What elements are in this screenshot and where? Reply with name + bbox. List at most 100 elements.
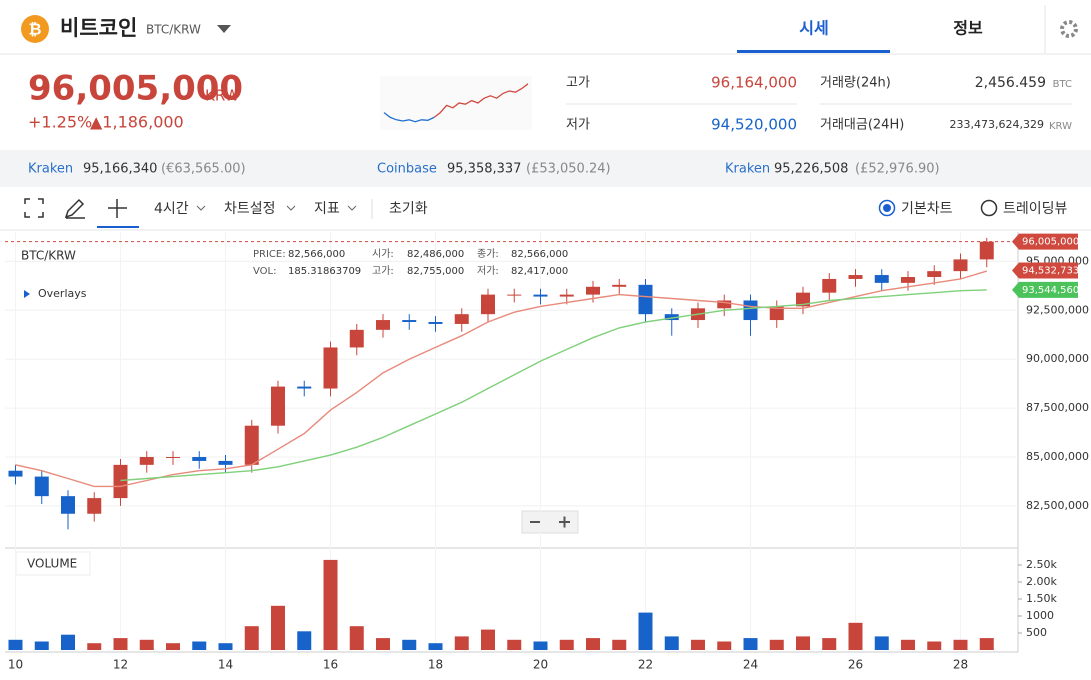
dropdown[interactable] <box>217 25 231 33</box>
volume-bar <box>192 641 207 650</box>
stat-value: 2,456.459 <box>975 75 1046 91</box>
y-tick-label: 82,500,000 <box>1026 499 1089 512</box>
x-tick-label: 12 <box>113 658 128 672</box>
candle-body <box>612 284 627 287</box>
candle-body <box>218 460 233 465</box>
y-tick-label: 92,500,000 <box>1026 303 1089 316</box>
draw-icon[interactable] <box>64 198 85 219</box>
volume-bar <box>244 626 259 650</box>
menu-item[interactable]: 지표 <box>314 201 340 217</box>
stat-label: 거래량(24h) <box>820 76 891 91</box>
chevron <box>347 205 357 211</box>
stat-label: 거래대금(24H) <box>820 118 904 133</box>
overlay-toggle[interactable] <box>24 290 30 298</box>
candle-body <box>34 476 49 497</box>
info-value: 82,566,000 <box>288 249 345 260</box>
zoom-in[interactable] <box>559 516 570 528</box>
volume-bar <box>638 612 653 650</box>
x-tick-label: 18 <box>428 658 443 672</box>
candle-body <box>743 300 758 321</box>
info-label: VOL: <box>253 266 276 277</box>
candle-body <box>874 275 889 283</box>
candle-body <box>796 292 810 307</box>
volume-bar <box>349 626 364 650</box>
y-tick-label: 2.50k <box>1026 558 1057 571</box>
candle-body <box>507 294 522 296</box>
exchange-price: 95,358,337 <box>447 162 521 177</box>
candle-body <box>953 259 968 272</box>
volume-bar <box>218 643 233 650</box>
candle-body <box>8 470 23 477</box>
volume-bar <box>927 641 942 650</box>
reset[interactable]: 초기화 <box>389 201 428 217</box>
volume-bar <box>507 639 522 650</box>
stat-value: 96,164,000 <box>711 74 797 92</box>
volume-bar <box>376 638 390 650</box>
currency: KRW <box>205 87 240 105</box>
crosshair-icon[interactable] <box>108 199 127 218</box>
volume-bar <box>979 638 994 650</box>
exchange-name: Kraken <box>725 162 770 177</box>
tab[interactable]: 시세 <box>799 19 828 38</box>
candle-body <box>402 320 417 323</box>
view-option[interactable]: 기본차트 <box>901 201 953 217</box>
info-value: 185.31863709 <box>288 266 361 277</box>
fullscreen-icon[interactable] <box>24 198 44 218</box>
info-label: 저가: <box>477 265 499 277</box>
candle-body <box>481 294 495 315</box>
settings-icon[interactable] <box>1060 20 1078 38</box>
chevron <box>286 205 296 211</box>
price-tag-label: 94,532,733 <box>1022 265 1079 276</box>
volume-bar <box>428 643 443 650</box>
volume-bar <box>664 636 679 650</box>
candle-body <box>533 294 548 297</box>
candle-body <box>244 425 259 465</box>
x-tick-label: 20 <box>533 658 548 672</box>
tab[interactable]: 정보 <box>953 19 983 38</box>
volume-label: VOLUME <box>27 557 77 571</box>
volume-bar <box>901 639 915 650</box>
menu-item[interactable]: 차트설정 <box>224 201 276 217</box>
info-label: 시가: <box>372 248 394 260</box>
info-value: 82,755,000 <box>407 266 464 277</box>
exchange-price: 95,166,340 <box>83 162 157 177</box>
volume-bar <box>8 639 23 650</box>
overlays-label[interactable]: Overlays <box>38 287 87 300</box>
exchange-alt: (£53,050.24) <box>526 162 611 177</box>
change-amt: ▲1,186,000 <box>90 113 184 132</box>
x-tick-label: 24 <box>743 658 758 672</box>
view-option[interactable]: 트레이딩뷰 <box>1003 201 1068 217</box>
interval[interactable]: 4시간 <box>154 201 189 217</box>
moving-average <box>120 289 987 482</box>
candle-body <box>979 241 994 260</box>
symbol: BTC/KRW <box>21 249 76 263</box>
candle-body <box>586 286 600 295</box>
info-label: 종가: <box>477 248 499 260</box>
coin-icon <box>21 15 49 43</box>
y-tick-label: 1000 <box>1026 609 1054 622</box>
volume-bar <box>61 634 75 650</box>
volume-bar <box>953 639 968 650</box>
candle-body <box>559 294 574 297</box>
price-tag-label: 93,544,560 <box>1022 285 1079 296</box>
radio-dot <box>883 204 891 212</box>
radio-on[interactable] <box>878 199 896 217</box>
exchange-row <box>0 150 1091 187</box>
volume-bar <box>454 636 469 650</box>
radio-off[interactable] <box>980 199 998 217</box>
x-tick-label: 10 <box>8 658 23 672</box>
exchange-name: Coinbase <box>377 162 437 177</box>
candle-body <box>769 306 784 321</box>
candle-body <box>61 496 75 514</box>
x-tick-label: 22 <box>638 658 653 672</box>
candle-body <box>113 464 128 499</box>
volume-bar <box>612 639 627 650</box>
volume-bar <box>769 639 784 650</box>
price-tag <box>1012 262 1078 279</box>
pair: BTC/KRW <box>146 23 201 37</box>
candle-body <box>664 314 679 321</box>
stat-label: 저가 <box>566 118 590 133</box>
sparkline <box>383 112 435 123</box>
stat-label: 고가 <box>566 76 590 91</box>
candle-body <box>376 320 390 330</box>
